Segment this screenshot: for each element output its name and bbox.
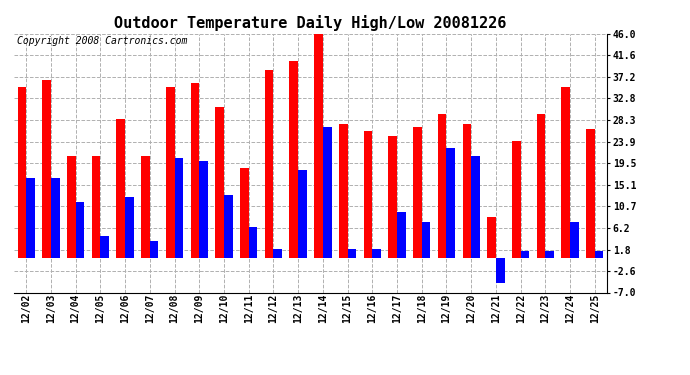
Text: Copyright 2008 Cartronics.com: Copyright 2008 Cartronics.com (17, 36, 187, 46)
Bar (348, 249, 356, 258)
Bar (438, 114, 446, 258)
Bar (166, 87, 175, 258)
Bar (487, 217, 496, 258)
Bar (339, 124, 348, 258)
Bar (100, 236, 109, 258)
Bar (117, 119, 125, 258)
Bar (224, 195, 233, 258)
Bar (215, 107, 224, 258)
Bar (248, 226, 257, 258)
Bar (298, 171, 307, 258)
Bar (17, 87, 26, 258)
Bar (240, 168, 248, 258)
Bar (125, 197, 134, 258)
Bar (373, 249, 381, 258)
Bar (512, 141, 521, 258)
Bar (199, 160, 208, 258)
Bar (26, 178, 34, 258)
Bar (273, 249, 282, 258)
Bar (462, 124, 471, 258)
Bar (314, 31, 323, 258)
Bar (67, 156, 76, 258)
Bar (364, 131, 373, 258)
Bar (562, 87, 570, 258)
Bar (397, 212, 406, 258)
Bar (471, 156, 480, 258)
Bar (586, 129, 595, 258)
Bar (446, 148, 455, 258)
Bar (42, 80, 51, 258)
Bar (190, 82, 199, 258)
Bar (570, 222, 579, 258)
Bar (323, 126, 331, 258)
Bar (388, 136, 397, 258)
Bar (413, 126, 422, 258)
Title: Outdoor Temperature Daily High/Low 20081226: Outdoor Temperature Daily High/Low 20081… (115, 15, 506, 31)
Bar (537, 114, 545, 258)
Bar (76, 202, 84, 258)
Bar (51, 178, 59, 258)
Bar (150, 241, 159, 258)
Bar (545, 251, 554, 258)
Bar (595, 251, 604, 258)
Bar (92, 156, 100, 258)
Bar (265, 70, 273, 258)
Bar (141, 156, 150, 258)
Bar (496, 258, 504, 283)
Bar (521, 251, 529, 258)
Bar (290, 61, 298, 258)
Bar (175, 158, 183, 258)
Bar (422, 222, 431, 258)
